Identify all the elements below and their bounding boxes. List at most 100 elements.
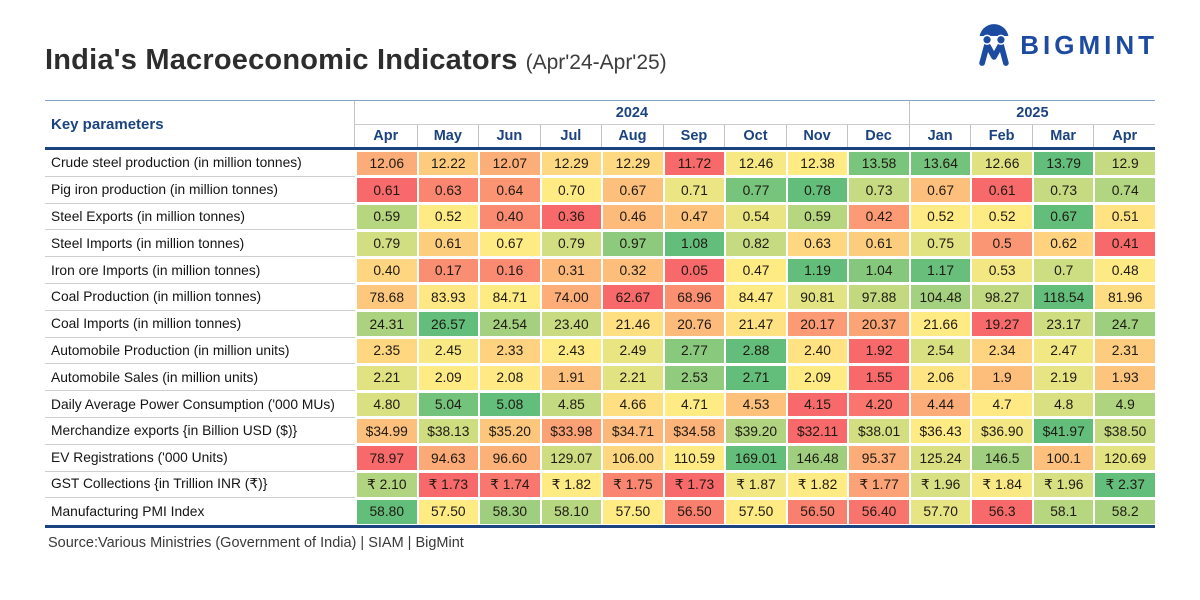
value-cell: 0.47 bbox=[664, 205, 725, 229]
value-cell: 0.79 bbox=[541, 231, 602, 256]
value-cell: 0.05 bbox=[664, 258, 725, 283]
value-cell: 57.50 bbox=[603, 499, 663, 524]
table-header: Key parameters 2024 2025 Apr May Jun Jul Aug Se… bbox=[45, 100, 1155, 150]
key-parameters-header: Key parameters bbox=[45, 101, 355, 147]
value-cell: ₹ 1.75 bbox=[603, 473, 663, 497]
value-cell: 0.17 bbox=[418, 258, 479, 283]
value-cell: 2.47 bbox=[1033, 339, 1094, 363]
value-cell: 58.2 bbox=[1095, 499, 1155, 524]
value-cell: 24.7 bbox=[1095, 312, 1155, 337]
value-cell: 81.96 bbox=[1095, 285, 1155, 310]
value-cell: 94.63 bbox=[418, 446, 479, 471]
value-cell: 0.73 bbox=[849, 178, 909, 203]
value-cell: 0.63 bbox=[787, 231, 848, 256]
value-cell: 2.49 bbox=[603, 339, 663, 363]
value-cell: $36.90 bbox=[972, 419, 1032, 444]
value-cell: 78.68 bbox=[357, 285, 417, 310]
value-cell: 21.66 bbox=[910, 312, 971, 337]
value-cell: ₹ 1.96 bbox=[910, 473, 971, 497]
value-cell: 0.78 bbox=[787, 178, 848, 203]
value-cell: 62.67 bbox=[603, 285, 663, 310]
table-row: Daily Average Power Consumption ('000 MU… bbox=[45, 391, 1155, 418]
value-cell: ₹ 1.73 bbox=[664, 473, 725, 497]
value-cell: 24.54 bbox=[480, 312, 540, 337]
table-row: Pig iron production (in million tonnes) 0… bbox=[45, 177, 1155, 204]
value-cell: 1.93 bbox=[1095, 365, 1155, 390]
row-label: Automobile Production (in million units) bbox=[45, 338, 355, 365]
value-cell: 0.36 bbox=[541, 205, 602, 229]
value-cell: 12.9 bbox=[1095, 151, 1155, 176]
value-cell: 1.92 bbox=[849, 339, 909, 363]
value-cell: 21.46 bbox=[603, 312, 663, 337]
value-cell: $34.99 bbox=[357, 419, 417, 444]
value-cell: 12.46 bbox=[726, 151, 786, 176]
value-cell: ₹ 1.82 bbox=[787, 473, 848, 497]
value-cell: 13.64 bbox=[910, 151, 971, 176]
value-cell: 5.04 bbox=[418, 392, 479, 417]
value-cell: 0.64 bbox=[480, 178, 540, 203]
value-cell: 68.96 bbox=[664, 285, 725, 310]
value-cell: $38.01 bbox=[849, 419, 909, 444]
value-cell: 2.53 bbox=[664, 365, 725, 390]
value-cell: $41.97 bbox=[1033, 419, 1094, 444]
value-cell: 56.50 bbox=[664, 499, 725, 524]
value-cell: 0.77 bbox=[726, 178, 786, 203]
value-cell: 0.42 bbox=[849, 205, 909, 229]
table-row: Automobile Sales (in million units) 2.21 2… bbox=[45, 364, 1155, 392]
value-cell: ₹ 2.37 bbox=[1095, 473, 1155, 497]
value-cell: 12.38 bbox=[787, 151, 848, 176]
value-cell: 90.81 bbox=[787, 285, 848, 310]
month-header-11: Feb bbox=[970, 125, 1032, 147]
value-cell: 74.00 bbox=[541, 285, 602, 310]
value-cell: 0.61 bbox=[357, 178, 417, 203]
month-header-9: Dec bbox=[847, 125, 909, 147]
value-cell: $34.71 bbox=[603, 419, 663, 444]
value-cell: 13.79 bbox=[1033, 151, 1094, 176]
value-cell: 58.10 bbox=[541, 499, 602, 524]
value-cell: 1.04 bbox=[849, 258, 909, 283]
value-cell: 2.08 bbox=[480, 365, 540, 390]
row-label: Steel Exports (in million tonnes) bbox=[45, 204, 355, 231]
bigmint-logo: BIGMINT bbox=[975, 24, 1158, 66]
month-header-3: Jun bbox=[478, 125, 540, 147]
value-cell: 0.54 bbox=[726, 205, 786, 229]
page-subtitle: (Apr'24-Apr'25) bbox=[525, 51, 667, 74]
value-cell: 12.22 bbox=[418, 151, 479, 176]
value-cell: 2.43 bbox=[541, 339, 602, 363]
value-cell: $35.20 bbox=[480, 419, 540, 444]
value-cell: 12.06 bbox=[357, 151, 417, 176]
value-cell: 0.59 bbox=[787, 205, 848, 229]
value-cell: 169.01 bbox=[726, 446, 786, 471]
month-header-8: Nov bbox=[785, 125, 848, 147]
value-cell: 2.34 bbox=[972, 339, 1032, 363]
value-cell: 26.57 bbox=[418, 312, 479, 337]
value-cell: 0.41 bbox=[1095, 231, 1155, 256]
masthead: India's Macroeconomic Indicators (Apr'24-… bbox=[45, 44, 667, 77]
value-cell: $33.98 bbox=[541, 419, 602, 444]
value-cell: 4.9 bbox=[1095, 392, 1155, 417]
value-cell: 0.74 bbox=[1095, 178, 1155, 203]
table-row: Steel Imports (in million tonnes) 0.79 0.6… bbox=[45, 230, 1155, 258]
value-cell: 58.30 bbox=[480, 499, 540, 524]
value-cell: 23.40 bbox=[541, 312, 602, 337]
value-cell: $36.43 bbox=[910, 419, 971, 444]
value-cell: 0.75 bbox=[910, 231, 971, 256]
value-cell: 0.51 bbox=[1095, 205, 1155, 229]
value-cell: 4.53 bbox=[726, 392, 786, 417]
row-label: Coal Production (in million tonnes) bbox=[45, 284, 355, 311]
row-label: EV Registrations ('000 Units) bbox=[45, 445, 355, 472]
table-row: EV Registrations ('000 Units) 78.97 94.63 9… bbox=[45, 445, 1155, 472]
table-row: Steel Exports (in million tonnes) 0.59 0.5… bbox=[45, 204, 1155, 231]
month-header-13: Apr bbox=[1093, 125, 1155, 147]
value-cell: 57.70 bbox=[910, 499, 971, 524]
value-cell: 0.61 bbox=[849, 231, 909, 256]
month-header-6: Sep bbox=[662, 125, 725, 147]
value-cell: 0.62 bbox=[1033, 231, 1094, 256]
value-cell: 21.47 bbox=[726, 312, 786, 337]
value-cell: 0.31 bbox=[541, 258, 602, 283]
value-cell: 13.58 bbox=[849, 151, 909, 176]
value-cell: 125.24 bbox=[910, 446, 971, 471]
value-cell: 1.08 bbox=[664, 231, 725, 256]
value-cell: 84.71 bbox=[480, 285, 540, 310]
value-cell: 2.31 bbox=[1095, 339, 1155, 363]
